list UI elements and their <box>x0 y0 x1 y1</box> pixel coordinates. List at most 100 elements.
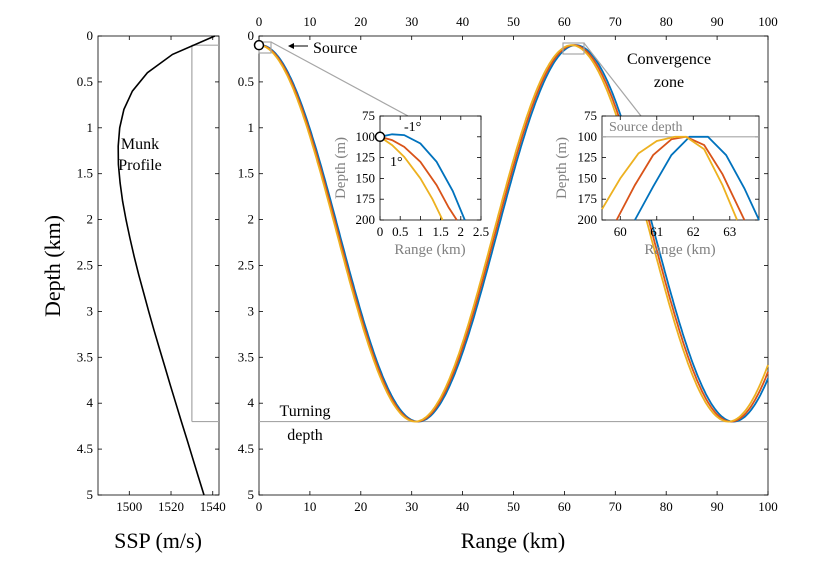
ssp-ytick-label: 4 <box>87 395 94 410</box>
ssp-ytick-label: 1.5 <box>77 166 93 181</box>
in2-xtick-label: 62 <box>687 224 700 239</box>
in2-xtick-label: 61 <box>650 224 663 239</box>
ssp-ytick-label: 1 <box>87 120 94 135</box>
inset-cz-source-depth-label: Source depth <box>609 120 682 135</box>
in1-xtick-label: 2.5 <box>473 224 489 239</box>
ray-x-axis-label: Range (km) <box>461 528 565 553</box>
source-marker <box>253 39 265 51</box>
source-label: Source <box>313 40 357 57</box>
ray-line-1 <box>259 44 769 423</box>
inset-angle-down-label: 1° <box>390 155 403 170</box>
ray-ytick-label: 4.5 <box>238 441 254 456</box>
ray-ytick-label: 4 <box>248 395 255 410</box>
ray-ytick-label: 3 <box>248 303 255 318</box>
in1-ytick-label: 175 <box>356 191 376 206</box>
ray-xtick-label: 10 <box>303 499 316 514</box>
ssp-panel: 00.511.522.533.544.55 1500 1520 1540 Munk … <box>40 28 226 553</box>
in2-ytick-label: 175 <box>578 191 598 206</box>
ssp-x-ticks: 1500 1520 1540 <box>116 36 226 514</box>
inset-source-ray-1 <box>379 135 458 221</box>
ssp-y-ticks: 0 0.5 1 1.5 2 2.5 3 3.5 4 4.5 5 <box>77 28 219 502</box>
inset-source-marker <box>374 131 386 143</box>
ray-panel: 0 0.5 1 1.5 2 2.5 3 3.5 4 4.5 5 0 10 20 30 40 50 60 70 80 9… <box>238 14 778 553</box>
ray-axes-frame <box>258 35 769 496</box>
ray-ytick-label: 5 <box>248 487 255 502</box>
ray-xtick-label: 100 <box>758 499 778 514</box>
convergence-label-line1: Convergence <box>627 51 711 68</box>
ray-xtick-label: 70 <box>609 499 622 514</box>
ssp-ytick-label: 3.5 <box>77 349 93 364</box>
ray-xtick-label: 40 <box>456 499 469 514</box>
ray-xtick-label-top: 70 <box>609 14 622 29</box>
in2-ytick-label: 200 <box>578 212 598 227</box>
ray-y-ticks: 0 0.5 1 1.5 2 2.5 3 3.5 4 4.5 5 <box>238 28 768 502</box>
ssp-x-axis-label: SSP (m/s) <box>114 528 202 553</box>
ray-xtick-label-top: 40 <box>456 14 469 29</box>
ray-xtick-label: 0 <box>256 499 263 514</box>
inset-source-x-ticks: 0 0.5 1 1.5 2 2.5 <box>377 116 489 239</box>
in1-xtick-label: 2 <box>458 224 465 239</box>
ssp-xtick-label: 1520 <box>158 499 184 514</box>
ray-x-ticks: 0 10 20 30 40 50 60 70 80 90 100 <box>256 491 778 514</box>
ray-ytick-label: 0.5 <box>238 74 254 89</box>
ssp-xtick-label: 1500 <box>116 499 142 514</box>
in1-xtick-label: 0.5 <box>392 224 408 239</box>
inset-source-ray-2 <box>379 136 444 221</box>
ssp-ytick-label: 2 <box>87 212 94 227</box>
inset-source-ray-0 <box>379 133 466 221</box>
inset-source-y-ticks: 75 100 125 150 175 200 <box>356 108 481 227</box>
inset-angle-up-label: -1° <box>404 120 421 135</box>
in1-ytick-label: 150 <box>356 170 376 185</box>
ray-xtick-label-top: 30 <box>405 14 418 29</box>
ray-xtick-label-top: 90 <box>711 14 724 29</box>
ray-line-0 <box>258 44 769 423</box>
ray-xtick-label-top: 60 <box>558 14 571 29</box>
in1-xtick-label: 1.5 <box>432 224 448 239</box>
source-arrow-head <box>288 43 294 49</box>
in1-ytick-label: 125 <box>356 150 376 165</box>
ray-xtick-label: 30 <box>405 499 418 514</box>
ray-xtick-label-top: 50 <box>507 14 520 29</box>
inset-source-x-axis-label: Range (km) <box>394 242 465 258</box>
ray-xtick-label-top: 10 <box>303 14 316 29</box>
in2-xtick-label: 63 <box>723 224 736 239</box>
ray-xtick-label-top: 0 <box>256 14 263 29</box>
ray-x-ticks-top: 0 10 20 30 40 50 60 70 80 90 100 <box>256 14 778 40</box>
ray-xtick-label: 20 <box>354 499 367 514</box>
ssp-ytick-label: 4.5 <box>77 441 93 456</box>
source-zoom-connector <box>270 41 409 117</box>
ray-curves <box>258 44 769 423</box>
ssp-ytick-label: 0.5 <box>77 74 93 89</box>
munk-label-line1: Munk <box>121 136 159 153</box>
ssp-xtick-label: 1540 <box>200 499 226 514</box>
cz-zoom-connector <box>583 42 642 117</box>
ssp-ytick-label: 2.5 <box>77 258 93 273</box>
munk-label-line2: Profile <box>118 157 162 174</box>
ray-ytick-label: 1.5 <box>238 166 254 181</box>
inset-cz-x-axis-label: Range (km) <box>644 242 715 258</box>
inset-cz-ray-2 <box>601 135 738 221</box>
ray-ytick-label: 1 <box>248 120 255 135</box>
ssp-ytick-label: 0 <box>87 28 94 43</box>
turning-label-line1: Turning <box>280 403 331 420</box>
convergence-label-line2: zone <box>654 74 684 91</box>
inset-cz-ray-0 <box>634 135 760 221</box>
ray-ytick-label: 3.5 <box>238 349 254 364</box>
in1-ytick-label: 200 <box>356 212 376 227</box>
ray-ytick-label: 2.5 <box>238 258 254 273</box>
ray-xtick-label: 80 <box>660 499 673 514</box>
ray-xtick-label-top: 100 <box>758 14 778 29</box>
ray-ytick-label: 0 <box>248 28 255 43</box>
inset-source: 75 100 125 150 175 200 0 0.5 1 1.5 2 2.5 -1° 1° Ra… <box>333 108 489 258</box>
in1-ytick-label: 100 <box>356 129 376 144</box>
inset-source-y-axis-label: Depth (m) <box>333 137 349 199</box>
in2-ytick-label: 125 <box>578 150 598 165</box>
ray-xtick-label: 50 <box>507 499 520 514</box>
in1-ytick-label: 75 <box>362 108 375 123</box>
ray-xtick-label: 90 <box>711 499 724 514</box>
inset-cz-y-axis-label: Depth (m) <box>554 137 570 199</box>
inset-cz-x-ticks: 60 61 62 63 <box>614 116 736 239</box>
